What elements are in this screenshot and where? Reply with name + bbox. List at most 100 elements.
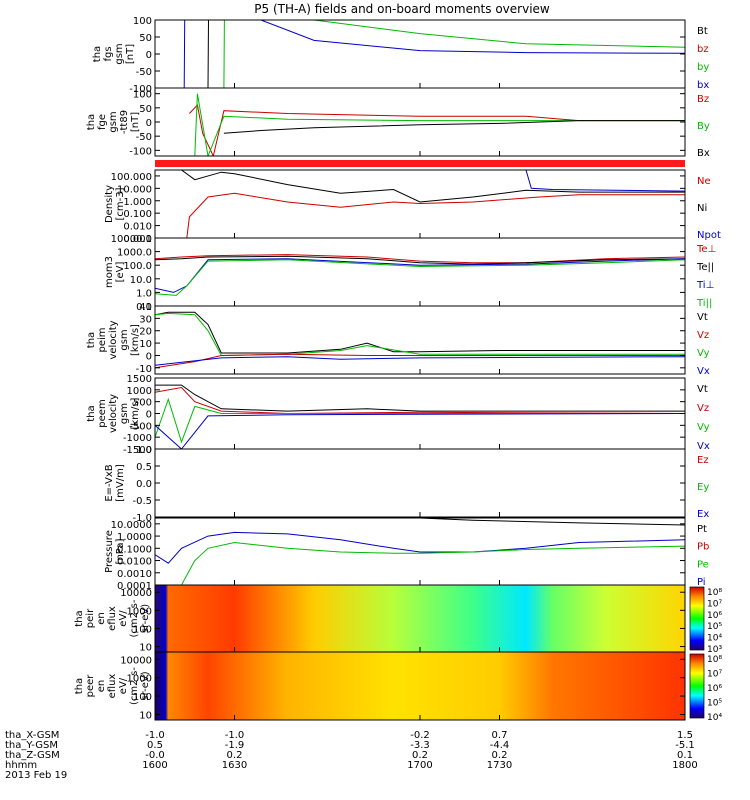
legend-Vx: Vx (697, 366, 710, 377)
legend-Ex: Ex (697, 509, 709, 520)
panel-frame (154, 448, 686, 518)
series-Pt-line (419, 518, 685, 526)
y-axis-label: eV/ (118, 610, 129, 627)
spectrogram (155, 585, 685, 652)
y-tick-label: 0.5 (136, 462, 152, 473)
y-tick-label: -100 (129, 146, 152, 157)
y-tick-label: -50 (136, 67, 152, 78)
y-axis-label: peir (85, 608, 96, 628)
y-tick-label: 10 (139, 710, 152, 721)
panel-7: Ez Ey Ex 1.0 0.5 0.0 -0.5 -1.0 E=-VxB [mV/m] (104, 445, 709, 524)
y-tick-label: 10000.0 (111, 234, 152, 245)
y-tick-label: 100 (133, 90, 152, 101)
x-row-value: -1.0 (225, 730, 245, 741)
y-tick-label: 0.1000 (117, 544, 152, 555)
panel-frame (154, 87, 686, 157)
x-row-value: 1730 (487, 760, 512, 771)
series-Bt-line (207, 20, 209, 88)
legend-Vt: Vt (697, 312, 708, 323)
y-axis-label: en (96, 612, 107, 625)
legend-Bx: Bx (697, 148, 710, 159)
series-group (155, 311, 685, 369)
y-tick-label: 20 (139, 327, 152, 338)
panel-frame (154, 305, 686, 375)
x-row-value: -3.3 (410, 740, 430, 751)
panel-10: 10⁸ 10⁷ 10⁶ 10⁵ 10⁴ 10000 1000 100 10 tha peer en ef… (74, 651, 722, 723)
series-by-line (155, 20, 685, 88)
x-row-value: 0.2 (412, 750, 428, 761)
y-tick-label: -1500 (123, 445, 152, 456)
y-axis-label: mom3 (104, 256, 115, 288)
legend-bz: bz (697, 44, 709, 55)
y-tick-label: 0 (146, 410, 152, 421)
legend-Bz: Bz (697, 94, 709, 105)
series-Bx-line (223, 120, 685, 134)
y-tick-label: 500 (133, 398, 152, 409)
colorbar-tick-label: 10⁷ (707, 599, 722, 609)
legend-Ey: Ey (697, 482, 709, 493)
date-label: 2013 Feb 19 (5, 770, 67, 781)
colorbar (689, 586, 705, 651)
y-axis-label: [nT] (130, 112, 141, 132)
y-axis-label: tha (86, 332, 97, 348)
y-tick-label: 0.0100 (117, 557, 152, 568)
y-tick-label: 0.0001 (117, 581, 152, 592)
y-axis-label: gsm (114, 43, 125, 64)
series-group (155, 170, 685, 238)
legend-Vt: Vt (697, 384, 708, 395)
colorbar-tick-label: 10⁸ (707, 655, 722, 665)
y-tick-label: 10000 (120, 655, 152, 666)
series-group (155, 254, 685, 296)
y-tick-label: -0.5 (132, 496, 152, 507)
legend-Pt: Pt (697, 524, 707, 535)
y-axis-label: peer (85, 674, 96, 698)
y-axis-label: velocity (108, 320, 119, 359)
y-axis-label: (cm2-s- (129, 667, 140, 705)
y-axis-label: (cm2-s- (129, 599, 140, 637)
colorbar-tick-label: 10⁵ (707, 699, 722, 709)
y-tick-label: 1.0 (136, 445, 152, 456)
legend-Ne: Ne (697, 176, 711, 187)
y-axis-label: gsm (108, 111, 119, 132)
series-Vt-line (155, 384, 685, 412)
x-row-value: 1700 (407, 760, 432, 771)
legend-Vx: Vx (697, 441, 710, 452)
y-tick-label: 0.001 (123, 234, 152, 245)
x-row-value: 0.5 (147, 740, 163, 751)
series-Te⊥-line (155, 254, 685, 264)
y-axis-label: [mV/m] (115, 464, 126, 502)
y-tick-label: 10.0 (130, 275, 152, 286)
series-Ti⊥-line (155, 258, 685, 293)
colorbar-tick-label: 10⁷ (707, 670, 722, 680)
legend-Ti⊥: Ti⊥ (696, 280, 714, 291)
y-axis-label: sr-eV) (140, 671, 151, 700)
figure-title: P5 (TH-A) fields and on-board moments ov… (254, 2, 550, 16)
mode-bar (155, 160, 685, 167)
legend-Vy: Vy (697, 422, 710, 433)
series-Pe-line (181, 541, 685, 585)
y-axis-label: en (96, 680, 107, 693)
legend-bx: bx (697, 80, 709, 91)
y-tick-label: -10 (136, 364, 152, 375)
colorbar-tick-label: 10⁴ (707, 634, 722, 644)
x-row-value: 0.2 (227, 750, 243, 761)
panel-frame (154, 237, 686, 307)
y-axis-label: sr-eV) (140, 604, 151, 633)
y-tick-label: 100 (133, 692, 152, 703)
legend-Bt: Bt (697, 26, 708, 37)
series-Vz-line (155, 386, 685, 415)
y-tick-label: 50 (139, 33, 152, 44)
y-tick-label: 1.0000 (117, 532, 152, 543)
y-axis-label: [nPa] (115, 538, 126, 564)
series-Ni-line (181, 170, 685, 203)
y-axis-label: [nT] (125, 44, 136, 64)
legend-Te⊥: Te⊥ (696, 244, 716, 255)
x-row-value: -1.9 (225, 740, 245, 751)
legend-Vz: Vz (697, 403, 709, 414)
x-row-value: 1630 (222, 760, 247, 771)
x-row-value: -4.4 (490, 740, 510, 751)
colorbar-tick-label: 10⁵ (707, 622, 722, 632)
y-tick-label: 100.0 (123, 261, 152, 272)
